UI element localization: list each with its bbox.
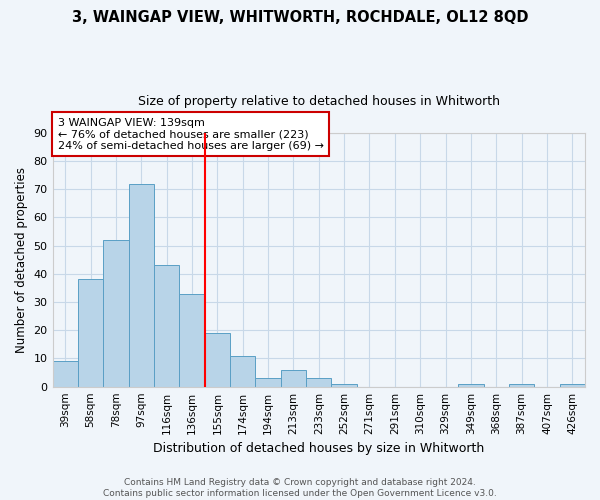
Bar [256, 378, 281, 386]
Bar [230, 356, 256, 386]
Bar [205, 333, 230, 386]
X-axis label: Distribution of detached houses by size in Whitworth: Distribution of detached houses by size … [153, 442, 484, 455]
Bar [128, 184, 154, 386]
Text: Contains HM Land Registry data © Crown copyright and database right 2024.
Contai: Contains HM Land Registry data © Crown c… [103, 478, 497, 498]
Bar [78, 280, 103, 386]
Bar [103, 240, 128, 386]
Bar [306, 378, 331, 386]
Bar [154, 266, 179, 386]
Bar [509, 384, 534, 386]
Title: Size of property relative to detached houses in Whitworth: Size of property relative to detached ho… [138, 95, 500, 108]
Bar [281, 370, 306, 386]
Bar [179, 294, 205, 386]
Bar [53, 362, 78, 386]
Text: 3, WAINGAP VIEW, WHITWORTH, ROCHDALE, OL12 8QD: 3, WAINGAP VIEW, WHITWORTH, ROCHDALE, OL… [72, 10, 528, 25]
Bar [331, 384, 357, 386]
Bar [458, 384, 484, 386]
Bar [560, 384, 585, 386]
Y-axis label: Number of detached properties: Number of detached properties [15, 166, 28, 352]
Text: 3 WAINGAP VIEW: 139sqm
← 76% of detached houses are smaller (223)
24% of semi-de: 3 WAINGAP VIEW: 139sqm ← 76% of detached… [58, 118, 324, 150]
